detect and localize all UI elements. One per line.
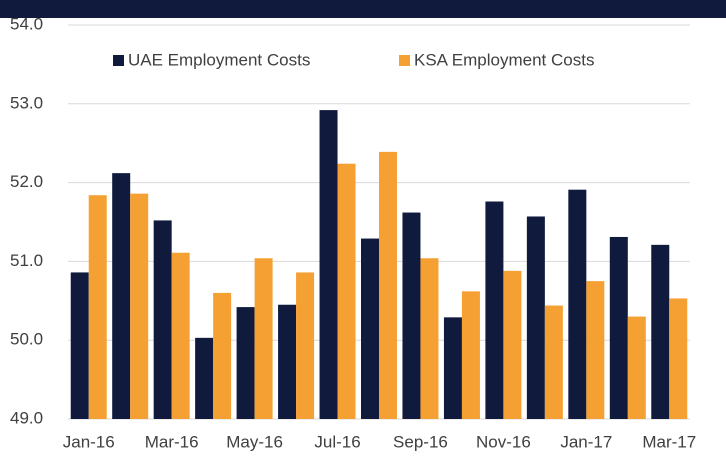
bar (485, 201, 504, 419)
y-tick-label: 52.0 (10, 172, 43, 191)
bar (526, 216, 545, 419)
bar (568, 189, 587, 419)
bar (296, 272, 315, 419)
y-tick-label: 49.0 (10, 408, 43, 427)
bar (319, 110, 338, 419)
bar (236, 307, 255, 419)
bar (544, 305, 563, 419)
bar (609, 236, 628, 419)
x-tick-label: Sep-16 (393, 432, 448, 451)
y-tick-label: 54.0 (10, 14, 43, 33)
bar (503, 270, 522, 419)
bar (651, 244, 670, 419)
legend-swatch (399, 55, 410, 66)
bar (213, 292, 232, 419)
x-tick-label: Mar-16 (145, 432, 199, 451)
x-tick-label: Jan-16 (63, 432, 115, 451)
y-tick-label: 50.0 (10, 330, 43, 349)
bar (337, 163, 356, 419)
legend-label: KSA Employment Costs (414, 50, 594, 69)
bar (88, 195, 107, 419)
bar (361, 238, 379, 419)
x-tick-label: Mar-17 (642, 432, 696, 451)
bar (195, 337, 214, 419)
bar (112, 173, 131, 419)
y-tick-label: 51.0 (10, 251, 43, 270)
x-tick-label: Jan-17 (560, 432, 612, 451)
bar (171, 252, 190, 419)
bar (254, 258, 273, 419)
x-tick-label: Jul-16 (314, 432, 360, 451)
header-band (0, 0, 726, 18)
bar (627, 316, 646, 419)
y-tick-label: 53.0 (10, 93, 43, 112)
bar (461, 291, 480, 419)
legend-swatch (113, 55, 124, 66)
bar (586, 281, 605, 419)
bar (402, 212, 421, 419)
bar (70, 272, 89, 419)
bar (278, 304, 297, 419)
bar (420, 258, 439, 419)
bar (130, 193, 149, 419)
bar (443, 317, 462, 419)
x-tick-label: Nov-16 (476, 432, 531, 451)
x-tick-label: May-16 (226, 432, 283, 451)
bar (379, 151, 397, 420)
bar (153, 220, 172, 419)
bar (669, 298, 688, 419)
legend-label: UAE Employment Costs (128, 50, 310, 69)
